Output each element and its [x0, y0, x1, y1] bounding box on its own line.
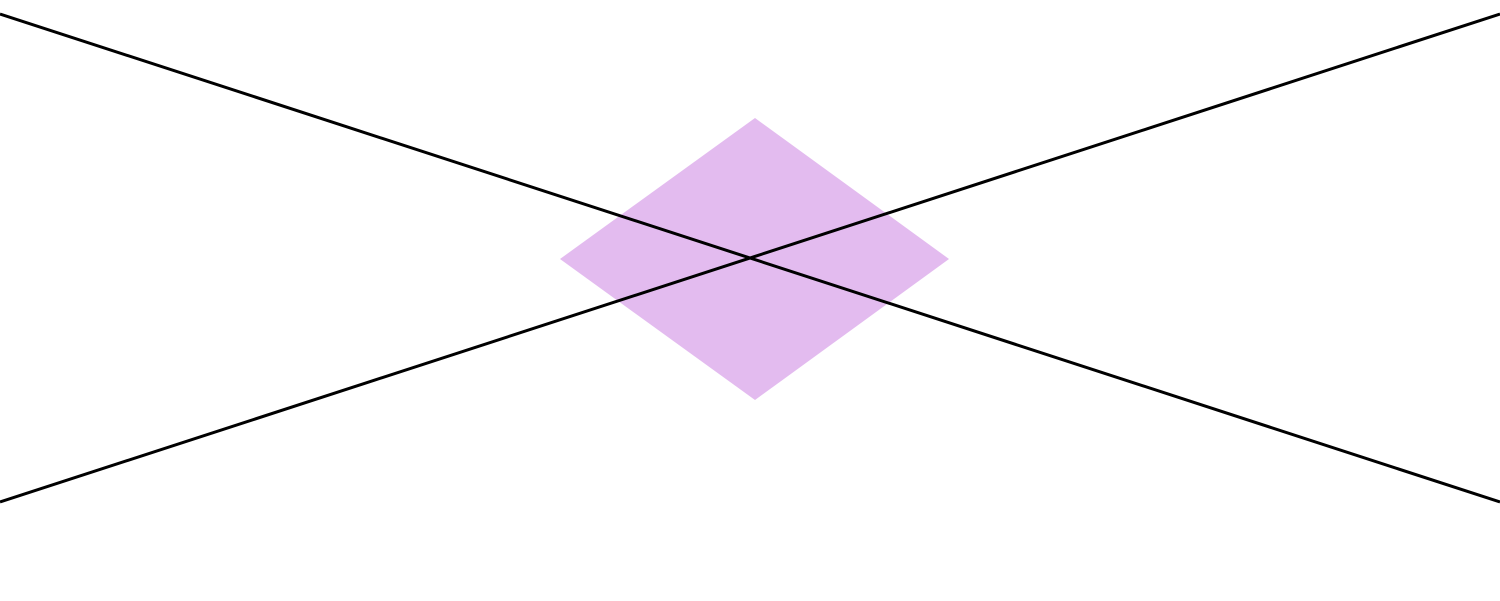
diagonal-line-ascending [0, 12, 1500, 504]
